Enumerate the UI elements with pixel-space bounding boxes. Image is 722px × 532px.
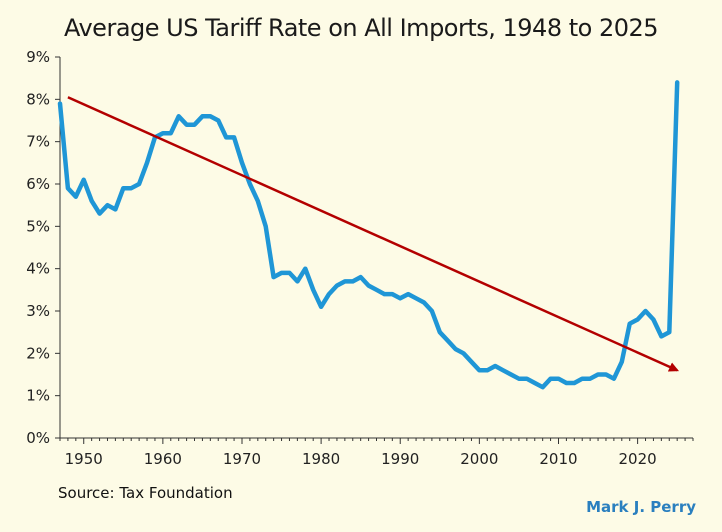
y-tick-label: 7% <box>26 133 50 151</box>
x-tick-label: 1950 <box>65 450 103 468</box>
chart-title: Average US Tariff Rate on All Imports, 1… <box>63 14 659 42</box>
line-chart: 0% 1% 2% 3% 4% 5% 6% 7% 8% 9% 1950 1960 1970 1980 199… <box>26 48 694 468</box>
x-tick-label: 2010 <box>539 450 577 468</box>
y-tick-label: 4% <box>26 260 50 278</box>
x-tick-label: 1960 <box>144 450 182 468</box>
x-tick-label: 2000 <box>460 450 498 468</box>
y-tick-label: 1% <box>26 387 50 405</box>
chart-series <box>57 80 680 390</box>
x-tick-label: 1970 <box>223 450 261 468</box>
y-tick-label: 9% <box>26 48 50 66</box>
y-tick-label: 3% <box>26 302 50 320</box>
y-tick-label: 5% <box>26 217 50 235</box>
y-tick-label: 6% <box>26 175 50 193</box>
x-tick-label: 2020 <box>619 450 657 468</box>
y-tick-label: 0% <box>26 429 50 447</box>
y-tick-label: 8% <box>26 90 50 108</box>
x-tick-label: 1980 <box>302 450 340 468</box>
author-credit: Mark J. Perry <box>586 498 696 516</box>
trend-arrow <box>67 96 680 372</box>
x-axis-ticks: 1950 1960 1970 1980 1990 2000 2010 2020 <box>59 438 694 468</box>
chart-axes <box>59 57 693 439</box>
tariff-rate-line <box>57 80 680 390</box>
trend-arrow-line <box>67 96 680 372</box>
y-tick-label: 2% <box>26 344 50 362</box>
x-tick-label: 1990 <box>381 450 419 468</box>
y-axis-ticks: 0% 1% 2% 3% 4% 5% 6% 7% 8% 9% <box>26 48 60 447</box>
source-note: Source: Tax Foundation <box>58 484 233 502</box>
